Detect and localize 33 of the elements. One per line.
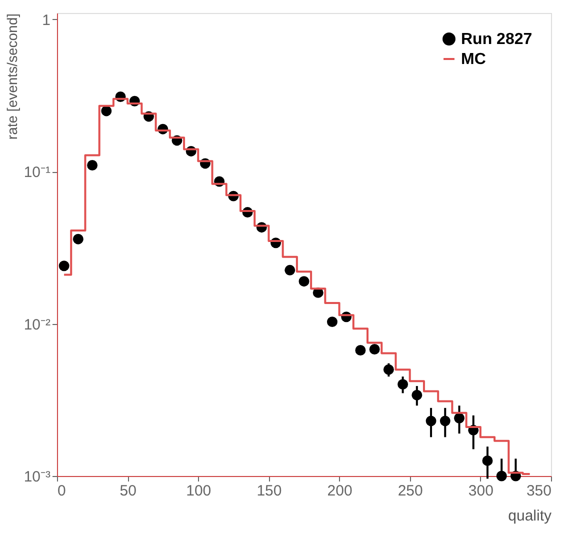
point	[355, 345, 366, 356]
x-axis-title: quality	[508, 508, 552, 524]
legend-label: MC	[461, 51, 486, 68]
point	[440, 416, 450, 426]
x-tick-label: 100	[186, 482, 212, 500]
legend-label: Run 2827	[461, 31, 532, 48]
y-axis-title: rate [events/second]	[4, 14, 20, 140]
point	[326, 316, 338, 328]
x-tick-label: 300	[468, 482, 494, 500]
point	[496, 470, 507, 482]
point	[101, 106, 112, 116]
y-tick-label: 1	[42, 12, 50, 29]
point	[58, 260, 70, 272]
point	[426, 416, 436, 426]
x-tick-label: 0	[58, 482, 66, 500]
point	[412, 390, 422, 400]
point	[284, 264, 296, 276]
x-tick-label: 150	[256, 482, 282, 500]
point	[398, 379, 408, 390]
x-tick-label: 200	[327, 482, 352, 500]
point	[454, 412, 464, 424]
y-tick-label: 10⁻¹	[24, 164, 50, 182]
x-tick-label: 250	[398, 482, 423, 500]
point	[298, 276, 310, 287]
point	[383, 364, 394, 375]
x-tick-label: 50	[120, 482, 136, 500]
point	[482, 455, 493, 466]
x-tick-label: 350	[526, 482, 552, 500]
point	[72, 234, 84, 244]
y-tick-label: 10⁻²	[24, 316, 50, 334]
y-tick-label: 10⁻³	[24, 468, 50, 486]
point	[87, 160, 98, 170]
point	[369, 344, 380, 354]
